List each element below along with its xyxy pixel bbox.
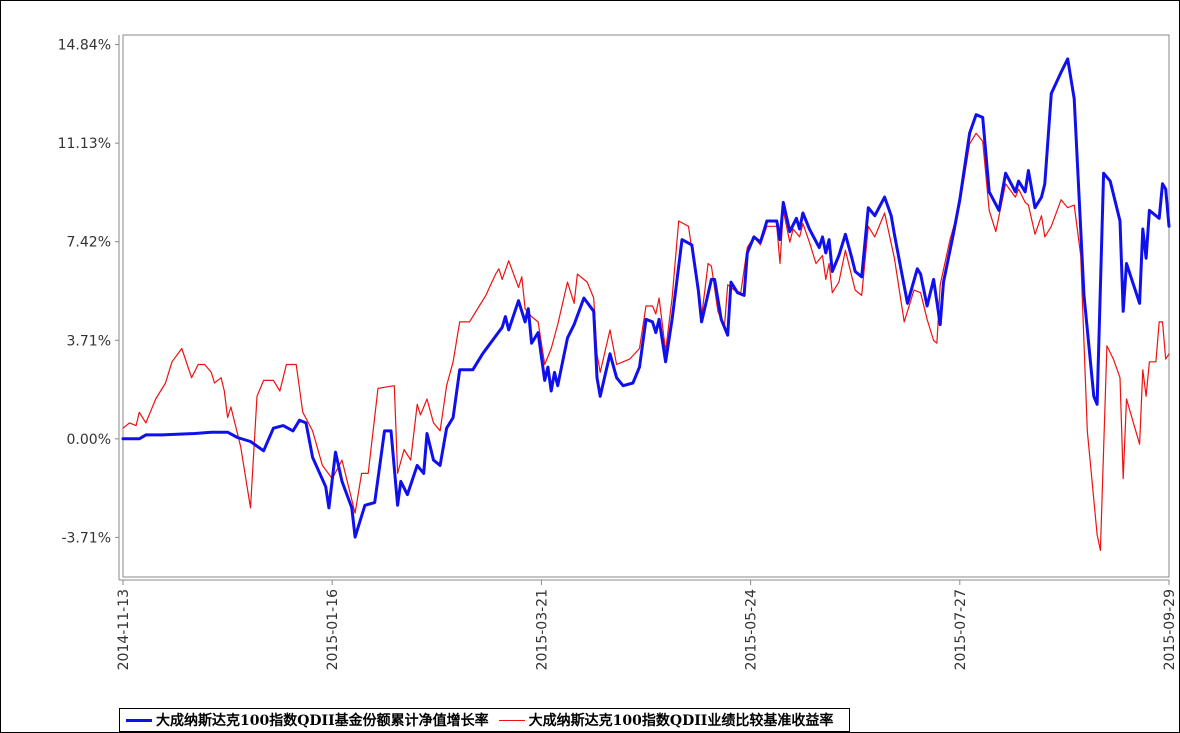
series-line-benchmark-return (122, 132, 1170, 551)
legend-label-fund: 大成纳斯达克100指数QDII基金份额累计净值增长率 (156, 713, 489, 729)
axes: 14.84% 11.13% 7.42% 3.71% 0.00% -3.71% 2014-11… (58, 34, 1178, 670)
y-tick-label: 0.00% (67, 432, 111, 448)
chart-legend: 大成纳斯达克100指数QDII基金份额累计净值增长率 大成纳斯达克100指数QD… (119, 708, 851, 732)
y-tick-label: 11.13% (58, 136, 111, 152)
y-tick-label: 7.42% (67, 235, 111, 251)
series-line-fund-nav-growth (121, 57, 1171, 539)
series-lines (121, 57, 1171, 551)
y-tick-label: -3.71% (61, 530, 111, 546)
x-tick-label: 2015-01-16 (325, 589, 341, 670)
x-tick-label: 2015-05-24 (744, 589, 760, 670)
x-tick-label: 2015-09-29 (1162, 589, 1178, 670)
x-tick-label: 2014-11-13 (116, 589, 132, 670)
y-tick-label: 3.71% (67, 333, 111, 349)
legend-item-benchmark: 大成纳斯达克100指数QDII业绩比较基准收益率 (498, 710, 834, 730)
x-tick-label: 2015-07-27 (953, 589, 969, 670)
legend-item-fund: 大成纳斯达克100指数QDII基金份额累计净值增长率 (126, 710, 489, 730)
legend-swatch-benchmark (498, 719, 525, 721)
legend-label-benchmark: 大成纳斯达克100指数QDII业绩比较基准收益率 (528, 713, 834, 729)
y-tick-label: 14.84% (58, 38, 111, 54)
legend-swatch-fund (126, 718, 152, 722)
line-chart: 14.84% 11.13% 7.42% 3.71% 0.00% -3.71% 2014-11… (58, 34, 1178, 670)
x-tick-label: 2015-03-21 (534, 589, 550, 670)
